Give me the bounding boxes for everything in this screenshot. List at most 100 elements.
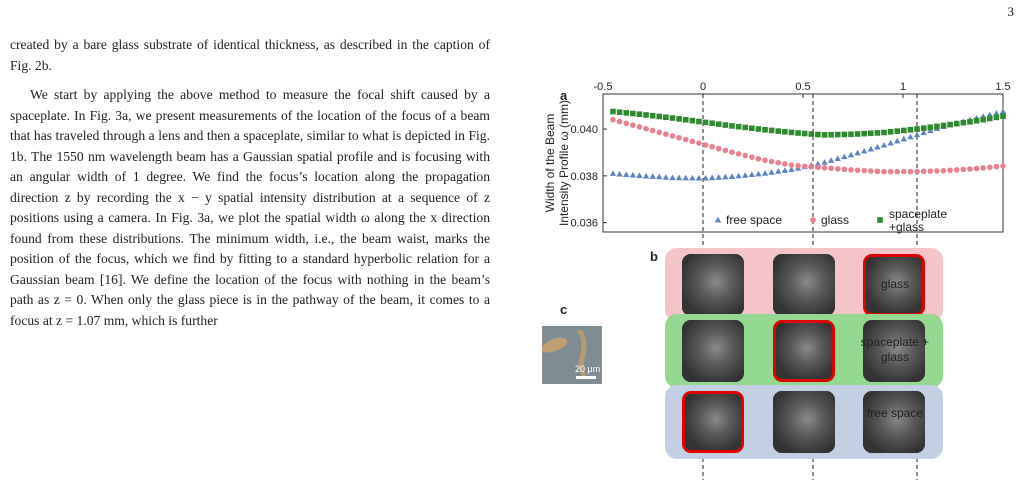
x-tick-label: 1.5	[995, 81, 1010, 93]
data-point-triangle	[887, 139, 894, 146]
data-point-circle	[616, 118, 623, 125]
x-tick-label: 0.5	[795, 81, 810, 93]
data-point-square	[682, 116, 689, 123]
data-point-square	[834, 131, 841, 138]
data-point-circle	[940, 167, 947, 174]
body-text: created by a bare glass substrate of ide…	[10, 35, 490, 331]
data-point-square	[854, 131, 861, 137]
legend-marker	[714, 216, 722, 223]
data-point-circle	[834, 166, 841, 172]
data-point-square	[894, 128, 901, 134]
data-point-triangle	[656, 173, 663, 180]
beam-image	[682, 320, 744, 382]
band-glass	[665, 248, 943, 322]
beam-image	[773, 391, 835, 453]
data-point-circle	[927, 168, 934, 174]
data-point-circle	[815, 164, 821, 171]
row-label-spaceplate: spaceplate + glass	[860, 335, 930, 364]
data-point-square	[676, 116, 682, 122]
data-point-triangle	[675, 174, 683, 181]
beam-image	[863, 391, 925, 453]
data-point-circle	[623, 120, 630, 127]
data-point-square	[610, 108, 616, 115]
data-point-square	[643, 112, 649, 118]
data-point-circle	[914, 168, 920, 175]
data-point-circle	[887, 168, 894, 175]
data-point-circle	[729, 149, 735, 155]
data-point-triangle	[913, 131, 921, 138]
data-point-square	[907, 127, 914, 133]
panel-label-b: b	[650, 249, 658, 264]
data-point-triangle	[742, 172, 749, 178]
data-point-square	[696, 118, 702, 125]
scale-bar	[576, 376, 596, 379]
data-point-triangle	[775, 168, 782, 174]
data-point-square	[841, 131, 848, 138]
data-point-square	[782, 128, 788, 135]
data-point-square	[788, 129, 795, 136]
row-label-glass: glass	[880, 277, 909, 291]
data-point-square	[801, 130, 808, 137]
data-point-circle	[801, 163, 808, 170]
legend-label: spaceplate	[889, 207, 947, 221]
data-point-circle	[788, 162, 795, 168]
x-tick-label: -0.5	[594, 81, 613, 93]
data-point-square	[986, 115, 993, 122]
data-point-square	[828, 131, 834, 138]
data-point-square	[881, 129, 887, 136]
data-point-triangle	[702, 174, 709, 181]
data-point-circle	[848, 167, 854, 173]
data-point-circle	[993, 163, 1000, 170]
data-point-square	[702, 119, 709, 126]
data-point-circle	[1000, 163, 1006, 169]
legend-marker	[810, 217, 816, 223]
data-point-square	[887, 129, 894, 135]
data-point-square	[901, 127, 907, 134]
data-point-circle	[934, 168, 940, 174]
data-point-triangle	[880, 141, 888, 148]
data-point-circle	[702, 142, 709, 148]
data-point-triangle	[636, 172, 643, 178]
data-point-circle	[808, 163, 815, 170]
data-point-triangle	[993, 109, 1000, 116]
data-point-circle	[953, 167, 960, 173]
data-point-triangle	[642, 172, 650, 179]
data-point-triangle	[874, 143, 881, 150]
data-point-circle	[841, 166, 848, 173]
data-point-circle	[775, 159, 782, 166]
scale-bar-label: 20 μm	[575, 364, 601, 374]
beam-image	[773, 254, 835, 316]
data-point-square	[940, 122, 947, 129]
paragraph-1: created by a bare glass substrate of ide…	[10, 37, 490, 73]
data-point-circle	[709, 143, 715, 150]
data-point-circle	[980, 165, 986, 171]
data-point-circle	[854, 167, 861, 174]
data-point-triangle	[854, 149, 861, 156]
data-point-square	[914, 126, 920, 132]
data-point-square	[993, 114, 1000, 121]
data-point-square	[874, 130, 881, 136]
data-point-circle	[755, 156, 762, 162]
data-point-circle	[636, 124, 643, 130]
data-point-triangle	[920, 129, 927, 136]
data-point-circle	[795, 162, 801, 169]
data-point-square	[867, 130, 874, 137]
data-point-triangle	[629, 171, 637, 178]
data-point-square	[749, 125, 755, 132]
data-point-triangle	[814, 160, 822, 167]
data-point-square	[927, 124, 934, 131]
data-point-square	[848, 131, 854, 138]
beam-image-focus	[773, 320, 835, 382]
data-point-square	[808, 131, 815, 137]
data-point-triangle	[834, 155, 841, 162]
data-point-square	[967, 118, 973, 125]
data-point-circle	[828, 165, 834, 172]
data-point-triangle	[609, 170, 617, 176]
data-point-circle	[867, 168, 874, 174]
paragraph-2: We start by applying the above method to…	[10, 87, 490, 328]
data-point-square	[689, 117, 696, 124]
data-point-triangle	[847, 151, 855, 158]
data-point-triangle	[768, 169, 775, 175]
data-point-triangle	[682, 174, 689, 181]
data-point-square	[729, 123, 735, 129]
